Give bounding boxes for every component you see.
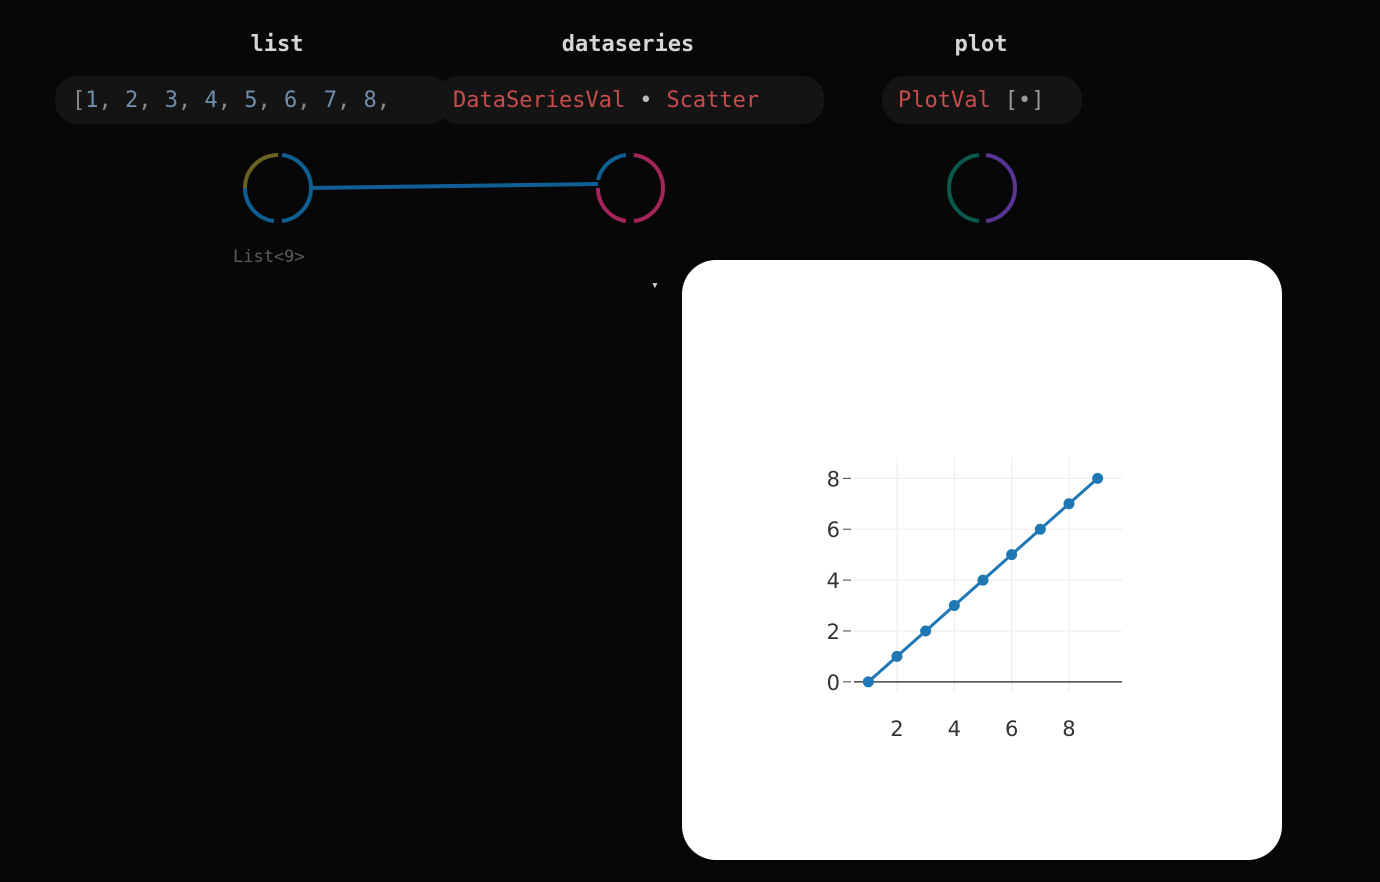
list-separator: , xyxy=(297,87,324,113)
list-separator: , xyxy=(257,87,284,113)
list-item-value: 3 xyxy=(164,87,178,113)
plot-node-title: plot xyxy=(954,32,1008,57)
x-tick-label: 4 xyxy=(948,717,961,741)
dataseries-node-port[interactable] xyxy=(595,153,666,223)
data-point xyxy=(977,574,989,586)
list-item-value: 7 xyxy=(323,87,337,113)
list-separator: , xyxy=(337,87,364,113)
x-tick-label: 2 xyxy=(890,717,903,741)
list-output-type: List<9> xyxy=(233,247,305,267)
scatter-chart: 2 4 6 8 0 2 4 6 8 xyxy=(827,458,1122,741)
plot-output-card: 2 4 6 8 0 2 4 6 8 xyxy=(682,260,1282,860)
list-node-title: list xyxy=(250,32,304,57)
list-separator: , xyxy=(217,87,245,113)
dataseries-type-label: DataSeriesVal xyxy=(453,87,626,113)
dataseries-value-preview[interactable]: DataSeriesVal • Scatter xyxy=(436,76,824,124)
plot-value-suffix: [•] xyxy=(1004,87,1045,113)
dataseries-separator: • xyxy=(639,87,653,113)
x-tick-label: 6 xyxy=(1005,717,1018,741)
list-item-value: 2 xyxy=(125,87,139,113)
list-item-value: 1 xyxy=(85,87,99,113)
y-tick-label: 8 xyxy=(827,467,840,491)
x-tick-label: 8 xyxy=(1062,717,1075,741)
data-point xyxy=(948,600,960,612)
list-separator: , xyxy=(376,87,390,113)
y-tick-label: 6 xyxy=(827,518,840,542)
list-separator: , xyxy=(138,87,165,113)
data-point xyxy=(891,650,903,662)
list-separator: , xyxy=(178,87,205,113)
data-point xyxy=(920,625,932,637)
list-item-value: 4 xyxy=(204,87,218,113)
list-node-port[interactable] xyxy=(242,153,314,223)
plot-node-port[interactable] xyxy=(946,153,1018,223)
data-point xyxy=(1092,472,1104,484)
data-point xyxy=(862,676,874,688)
list-item-value: 6 xyxy=(284,87,298,113)
list-item-value: 5 xyxy=(244,87,258,113)
data-point xyxy=(1034,523,1046,535)
list-value-preview[interactable]: [ 1, 2, 3, 4, 5, 6, 7, 8, xyxy=(55,76,450,124)
plot-value-preview[interactable]: PlotVal [•] xyxy=(882,76,1082,124)
y-tick-label: 0 xyxy=(827,671,840,695)
dataseries-kind-label: Scatter xyxy=(666,87,760,113)
list-separator: , xyxy=(98,87,125,113)
list-item-value: 8 xyxy=(363,87,377,113)
data-point xyxy=(1006,549,1018,561)
list-open-bracket: [ xyxy=(72,87,86,113)
list-items: 1, 2, 3, 4, 5, 6, 7, 8, xyxy=(85,88,390,113)
dataseries-node-title: dataseries xyxy=(561,32,695,57)
list-to-dataseries-wire xyxy=(309,182,599,190)
data-point xyxy=(1063,498,1075,510)
y-tick-label: 4 xyxy=(827,569,840,593)
collapse-caret-icon[interactable]: ▾ xyxy=(651,278,659,293)
plot-type-label: PlotVal xyxy=(898,87,991,113)
y-tick-label: 2 xyxy=(827,620,840,644)
